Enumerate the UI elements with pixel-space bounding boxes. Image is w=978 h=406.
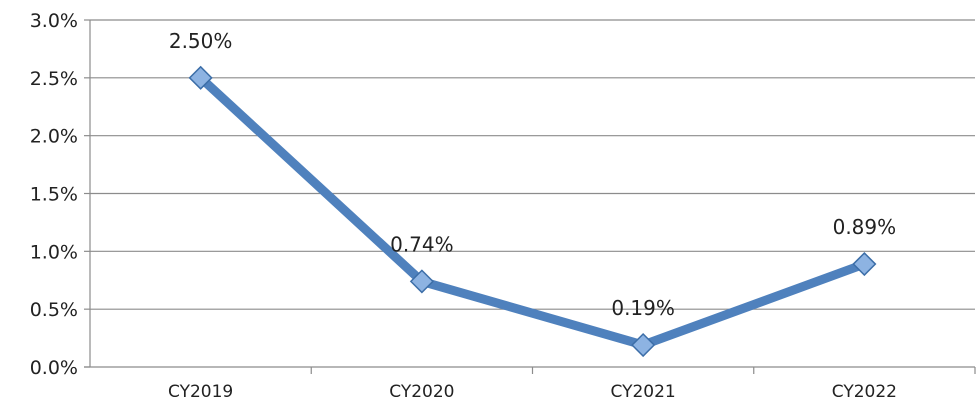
axes: 0.0% 0.5% 1.0% 1.5% 2.0% 2.5% 3.0% CY2019 CY2020… xyxy=(30,10,976,402)
data-point-marker xyxy=(188,65,213,90)
data-point-marker xyxy=(409,269,434,294)
gridlines xyxy=(90,19,975,310)
y-tick-label: 0.5% xyxy=(30,299,78,321)
y-tick-label: 1.5% xyxy=(30,184,78,206)
x-tick-label: CY2020 xyxy=(389,382,454,402)
y-tick-label: 1.0% xyxy=(30,241,78,263)
x-tick-label: CY2022 xyxy=(832,382,897,402)
data-label: 0.74% xyxy=(390,232,454,256)
y-tick-label: 2.5% xyxy=(30,68,78,90)
data-label: 0.89% xyxy=(833,215,897,239)
data-point-marker xyxy=(631,332,656,358)
data-markers xyxy=(188,65,877,358)
data-labels: 2.50% 0.74% 0.19% 0.89% xyxy=(169,29,896,320)
series-polyline xyxy=(196,73,869,350)
data-label: 2.50% xyxy=(169,29,233,53)
data-label: 0.19% xyxy=(611,296,675,320)
x-tick-label: CY2021 xyxy=(611,382,676,402)
y-tick-label: 0.0% xyxy=(30,357,78,379)
series-line xyxy=(196,73,869,350)
y-tick-label: 2.0% xyxy=(30,126,78,148)
y-tick-label: 3.0% xyxy=(30,10,78,32)
data-point-marker xyxy=(852,251,877,277)
x-tick-label: CY2019 xyxy=(168,382,233,402)
